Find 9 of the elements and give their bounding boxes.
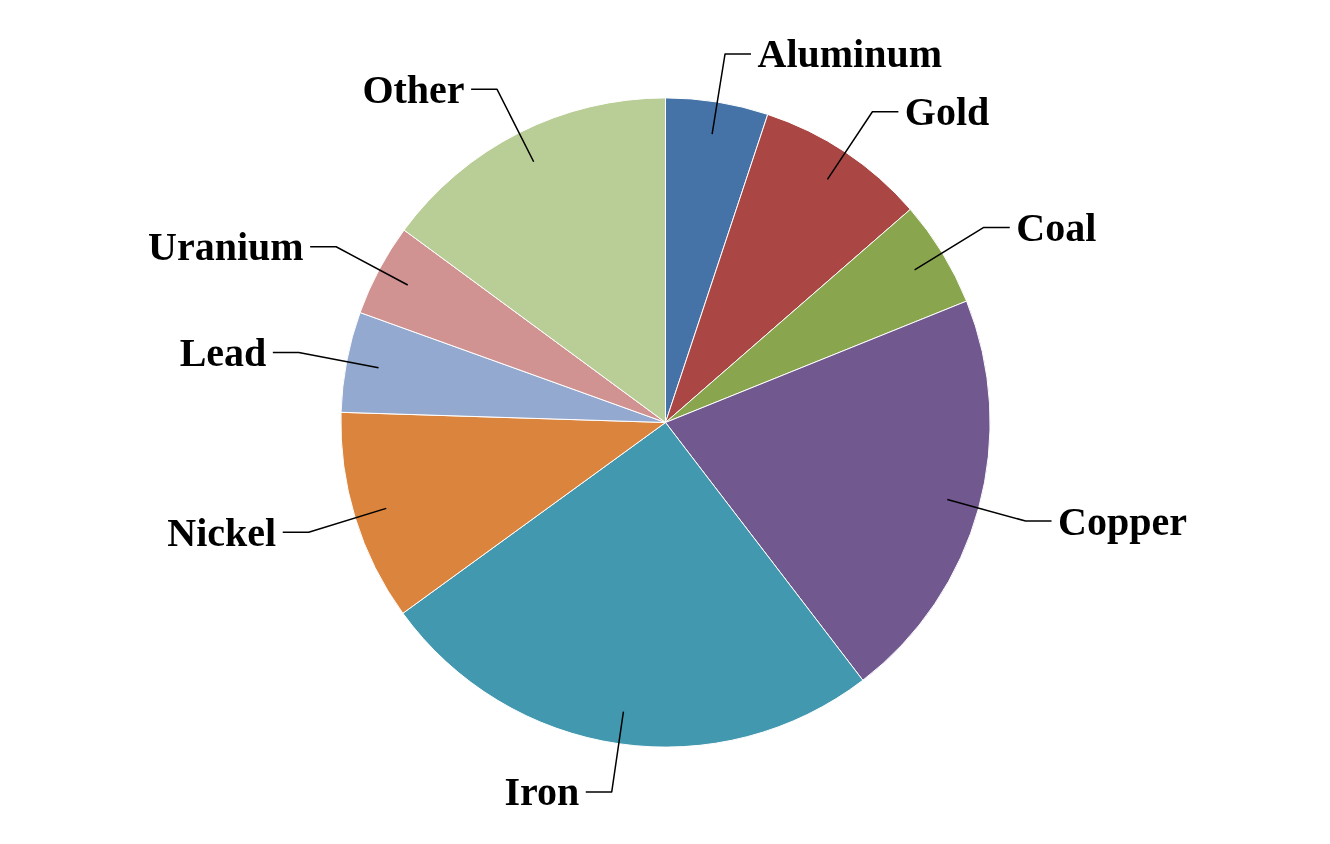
slice-label: Nickel	[167, 509, 277, 555]
slice-label: Other	[362, 66, 465, 112]
slice-label: Iron	[504, 769, 580, 815]
slice-label: Coal	[1016, 204, 1097, 250]
slice-label: Uranium	[148, 224, 304, 270]
slice-label: Lead	[179, 330, 267, 376]
slice-label: Gold	[904, 89, 990, 135]
slice-label: Aluminum	[757, 31, 943, 77]
slice-label: Copper	[1058, 498, 1187, 544]
